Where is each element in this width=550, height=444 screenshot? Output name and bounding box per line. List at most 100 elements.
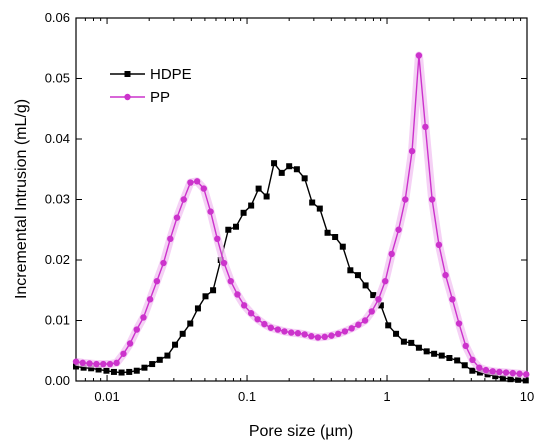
- data-point: [308, 333, 315, 340]
- data-point: [408, 147, 416, 155]
- data-point: [454, 357, 461, 364]
- data-point: [482, 366, 490, 374]
- y-axis: 0.00 0.01 0.02 0.03 0.04 0.05 0.06: [45, 10, 527, 388]
- data-point: [507, 376, 514, 383]
- data-point: [354, 272, 361, 279]
- y-tick-label: 0.01: [45, 313, 70, 328]
- data-point: [225, 226, 232, 233]
- data-point: [415, 52, 423, 59]
- data-point: [355, 321, 362, 328]
- data-point: [469, 356, 476, 364]
- data-point: [377, 302, 384, 309]
- data-point: [227, 277, 234, 285]
- data-point: [194, 305, 201, 312]
- data-point: [126, 368, 133, 375]
- series-layer: [72, 51, 530, 384]
- data-point: [79, 359, 86, 367]
- data-point: [95, 366, 102, 373]
- x-tick-label: 0.1: [238, 389, 256, 404]
- y-tick-label: 0.00: [45, 373, 70, 388]
- data-point: [400, 338, 407, 345]
- data-point: [86, 360, 93, 367]
- data-point: [210, 287, 217, 294]
- data-point: [492, 373, 499, 380]
- data-point: [72, 358, 80, 365]
- data-point: [339, 243, 346, 250]
- data-point: [193, 178, 201, 185]
- data-point: [422, 123, 429, 131]
- data-point: [187, 320, 194, 327]
- data-point: [324, 229, 331, 236]
- legend-marker: [124, 71, 131, 77]
- legend-item-pp: PP: [110, 89, 170, 106]
- x-axis: 0.01 0.1 1 10: [75, 18, 534, 404]
- data-point: [172, 341, 179, 348]
- data-point: [126, 340, 134, 347]
- data-point: [321, 333, 328, 341]
- legend-label: PP: [150, 89, 170, 106]
- data-point: [316, 205, 323, 212]
- data-point: [301, 331, 308, 338]
- data-point: [214, 235, 221, 243]
- data-point: [261, 320, 268, 328]
- data-point: [110, 368, 117, 375]
- data-point: [153, 277, 161, 285]
- data-point: [509, 369, 517, 377]
- data-point: [431, 350, 438, 357]
- y-tick-label: 0.02: [45, 252, 70, 267]
- x-tick-label: 1: [383, 389, 390, 404]
- data-point: [100, 360, 107, 368]
- data-point: [435, 241, 443, 249]
- data-point: [120, 350, 127, 357]
- data-point: [309, 199, 316, 206]
- data-point: [160, 259, 167, 267]
- data-point: [499, 374, 506, 381]
- data-point: [286, 163, 293, 170]
- data-point: [207, 208, 214, 215]
- plot-frame: [75, 17, 528, 382]
- data-point: [395, 226, 402, 233]
- legend-marker: [124, 93, 131, 101]
- data-point: [446, 355, 453, 362]
- y-tick-label: 0.03: [45, 192, 70, 207]
- data-point: [271, 160, 278, 167]
- data-point: [140, 314, 147, 321]
- data-point: [341, 328, 349, 335]
- data-point: [314, 334, 322, 341]
- data-point: [461, 362, 468, 369]
- data-point: [103, 367, 110, 374]
- data-point: [408, 339, 415, 346]
- data-point: [263, 193, 270, 200]
- data-point: [348, 325, 355, 332]
- data-point: [234, 291, 241, 298]
- data-point: [423, 348, 430, 355]
- data-point: [455, 320, 463, 327]
- data-point: [294, 330, 302, 337]
- data-point: [293, 166, 300, 173]
- x-axis-title: Pore size (µm): [249, 423, 353, 440]
- data-point: [146, 296, 154, 303]
- legend: HDPE PP: [110, 66, 192, 106]
- data-point: [113, 359, 120, 367]
- data-point: [335, 330, 342, 338]
- data-point: [187, 179, 194, 186]
- data-point: [489, 368, 496, 375]
- data-point: [332, 234, 339, 241]
- data-point: [476, 369, 483, 376]
- data-point: [462, 342, 469, 350]
- data-point: [156, 356, 163, 363]
- data-point: [180, 196, 187, 203]
- legend-item-hdpe: HDPE: [110, 66, 192, 83]
- data-point: [288, 329, 295, 336]
- series-hdpe: [73, 160, 529, 384]
- data-point: [347, 267, 354, 274]
- legend-label: HDPE: [150, 66, 192, 83]
- data-point: [522, 377, 529, 384]
- data-point: [368, 308, 375, 315]
- data-point: [278, 169, 285, 176]
- data-point: [402, 196, 409, 203]
- data-point: [502, 369, 510, 376]
- data-point: [328, 332, 335, 339]
- x-tick-label: 0.01: [94, 389, 119, 404]
